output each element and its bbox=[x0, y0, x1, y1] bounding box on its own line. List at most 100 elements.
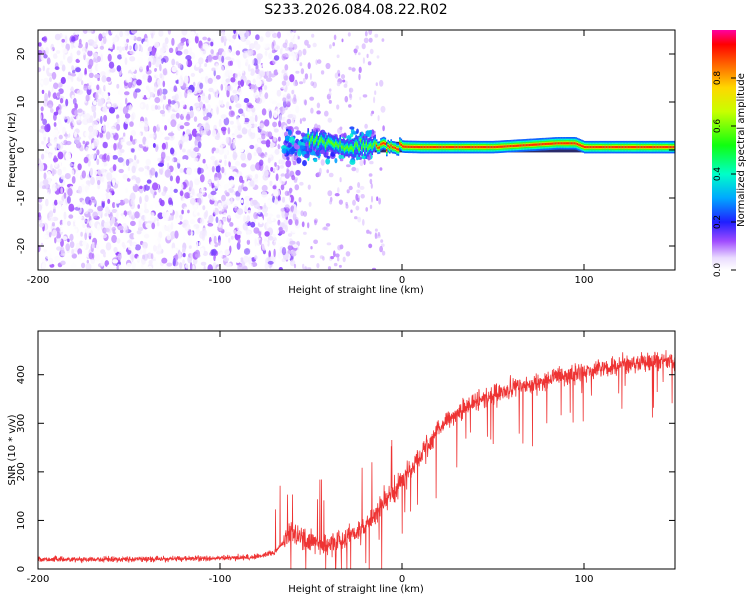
noise-cell bbox=[181, 209, 184, 215]
noise-cell bbox=[85, 227, 92, 233]
carrier-cell bbox=[636, 146, 639, 149]
y-tick-label: 0 bbox=[16, 147, 27, 153]
noise-cell bbox=[220, 83, 224, 91]
noise-cell bbox=[186, 149, 192, 157]
noise-cell bbox=[292, 244, 299, 249]
noise-cell bbox=[264, 92, 269, 99]
colorbar-tick-label: 0.6 bbox=[713, 119, 723, 134]
noise-cell bbox=[249, 43, 256, 50]
noise-cell bbox=[264, 238, 267, 242]
noise-cell bbox=[184, 192, 190, 199]
noise-cell bbox=[154, 231, 159, 237]
carrier-cell bbox=[656, 146, 659, 149]
carrier-cell bbox=[496, 145, 499, 148]
noise-cell bbox=[267, 131, 273, 138]
noise-cell bbox=[198, 101, 204, 108]
noise-cell bbox=[74, 109, 78, 116]
noise-cell bbox=[211, 67, 216, 72]
noise-cell bbox=[220, 35, 224, 44]
carrier-cell bbox=[358, 147, 360, 151]
carrier-cell bbox=[460, 146, 462, 149]
noise-cell bbox=[224, 69, 230, 77]
noise-cell bbox=[237, 87, 242, 96]
noise-cell bbox=[87, 149, 93, 155]
noise-cell bbox=[109, 188, 114, 193]
noise-cell bbox=[261, 79, 265, 84]
noise-cell bbox=[104, 213, 108, 217]
noise-cell bbox=[76, 198, 80, 206]
carrier-cell bbox=[458, 146, 461, 149]
noise-cell bbox=[151, 47, 156, 57]
carrier-cell bbox=[409, 145, 411, 148]
noise-cell bbox=[131, 261, 136, 270]
noise-cell bbox=[134, 88, 141, 93]
noise-cell bbox=[177, 123, 182, 131]
noise-cell bbox=[215, 209, 219, 215]
noise-cell bbox=[268, 250, 272, 259]
noise-cell bbox=[96, 84, 100, 91]
noise-cell bbox=[124, 57, 128, 65]
noise-cell bbox=[150, 167, 156, 176]
noise-cell bbox=[38, 42, 42, 47]
carrier-cell bbox=[600, 146, 602, 149]
noise-cell bbox=[88, 154, 94, 161]
noise-cell bbox=[286, 169, 291, 176]
noise-cell bbox=[200, 130, 206, 135]
noise-cell bbox=[183, 75, 189, 84]
noise-cell bbox=[185, 263, 189, 269]
noise-cell bbox=[207, 104, 211, 113]
noise-cell bbox=[177, 72, 180, 79]
noise-cell bbox=[367, 61, 372, 66]
noise-cell bbox=[382, 125, 385, 132]
noise-cell bbox=[71, 65, 74, 71]
noise-cell bbox=[122, 151, 125, 159]
carrier-cell bbox=[436, 146, 439, 149]
noise-cell bbox=[250, 164, 256, 172]
carrier-cell bbox=[653, 146, 656, 149]
noise-cell bbox=[217, 227, 224, 232]
noise-cell bbox=[381, 250, 386, 256]
carrier-cell bbox=[403, 145, 406, 148]
noise-cell bbox=[112, 259, 119, 264]
noise-cell bbox=[279, 48, 283, 55]
carrier-cell bbox=[617, 146, 620, 149]
noise-cell bbox=[276, 89, 282, 97]
noise-cell bbox=[346, 164, 351, 168]
noise-cell bbox=[286, 237, 290, 245]
noise-cell bbox=[270, 217, 274, 222]
noise-cell bbox=[190, 72, 196, 77]
noise-cell bbox=[121, 241, 126, 248]
noise-cell bbox=[258, 216, 264, 225]
carrier-cell bbox=[492, 146, 494, 149]
noise-cell bbox=[198, 240, 203, 248]
noise-cell bbox=[227, 127, 231, 135]
carrier-cell bbox=[416, 145, 419, 149]
noise-cell bbox=[217, 220, 222, 228]
noise-cell bbox=[52, 53, 58, 59]
noise-cell bbox=[284, 39, 288, 45]
noise-cell bbox=[186, 59, 193, 68]
noise-cell bbox=[109, 45, 114, 50]
noise-cell bbox=[212, 55, 219, 61]
carrier-cell bbox=[391, 146, 394, 149]
carrier-cell bbox=[311, 136, 314, 139]
noise-cell bbox=[94, 99, 99, 107]
noise-cell bbox=[136, 255, 142, 262]
noise-cell bbox=[229, 143, 234, 151]
noise-cell bbox=[223, 257, 230, 262]
noise-cell bbox=[112, 44, 115, 51]
noise-cell bbox=[60, 260, 66, 266]
noise-cell bbox=[238, 115, 245, 125]
noise-cell bbox=[310, 81, 315, 87]
noise-cell bbox=[211, 129, 217, 137]
noise-cell bbox=[74, 137, 80, 145]
noise-cell bbox=[146, 65, 150, 72]
noise-cell bbox=[265, 199, 272, 208]
noise-cell bbox=[213, 235, 217, 244]
carrier-cell bbox=[616, 146, 618, 149]
noise-cell bbox=[290, 205, 295, 212]
noise-cell bbox=[172, 266, 179, 270]
noise-cell bbox=[47, 107, 51, 114]
carrier-cell bbox=[425, 146, 427, 149]
transition-cell bbox=[356, 128, 359, 134]
